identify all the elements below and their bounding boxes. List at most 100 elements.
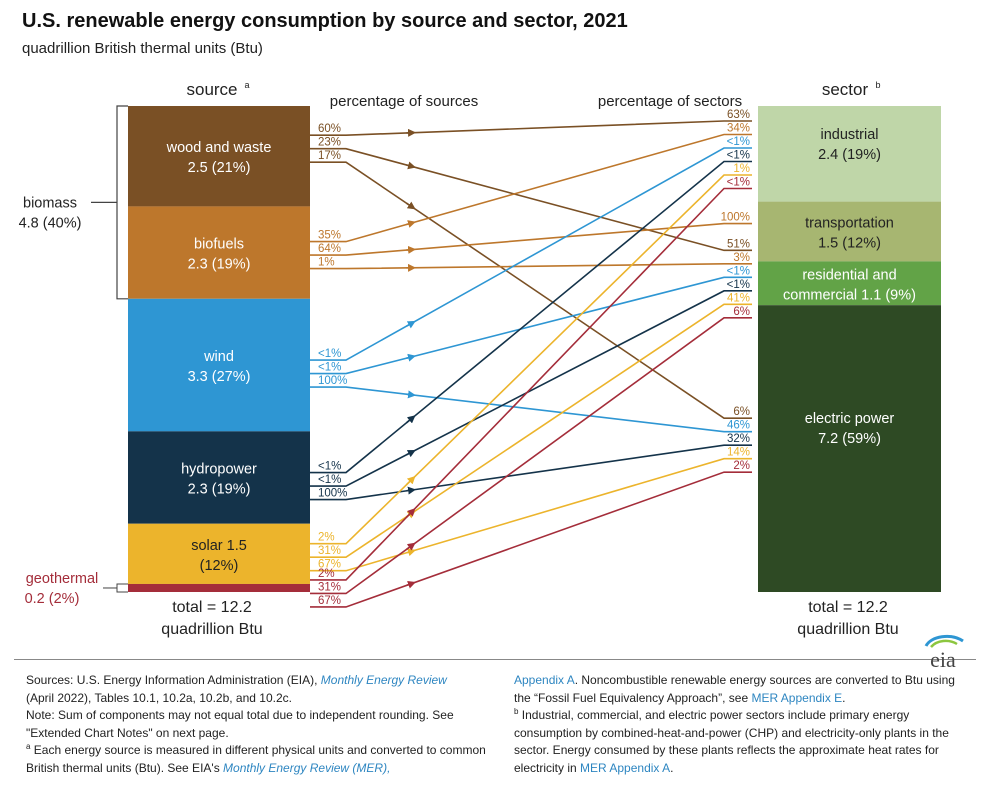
mer-appendix-a-link[interactable]: MER Appendix A — [580, 760, 671, 775]
source-label-solar: solar 1.5 — [191, 538, 247, 554]
notes-column-left: Sources: U.S. Energy Information Adminis… — [26, 672, 500, 777]
source-pct-wind-to-industrial: <1% — [318, 348, 341, 360]
sector-pct-solar-to-industrial: 1% — [733, 163, 750, 175]
sector-pct-geothermal-to-electric: 2% — [733, 460, 750, 472]
page-title: U.S. renewable energy consumption by sou… — [22, 10, 628, 32]
biomass-label: biomass — [23, 195, 77, 211]
sector-pct-solar-to-residential: 41% — [727, 292, 750, 304]
appendix-e-link[interactable]: MER Appendix E — [751, 690, 843, 705]
sector-pct-geothermal-to-industrial: <1% — [727, 177, 750, 189]
flow-geothermal-to-electric — [310, 471, 752, 608]
sector-pct-wind-to-electric: 46% — [727, 420, 750, 432]
flow-arrow-geothermal-to-residential — [406, 542, 416, 551]
eia-logo: eia — [924, 634, 964, 670]
source-value-wind: 3.3 (27%) — [188, 369, 251, 385]
flow-arrow-wood-to-residential — [406, 161, 416, 170]
source-total-line1: total = 12.2 — [172, 599, 252, 616]
source-pct-geothermal-to-industrial: 2% — [318, 568, 335, 580]
sector-pct-hydro-to-residential: <1% — [727, 279, 750, 291]
flow-arrow-hydro-to-industrial — [405, 415, 416, 424]
sector-bar-electric — [758, 305, 941, 592]
source-label-hydro: hydropower — [181, 462, 257, 478]
sector-value-transportation: 1.5 (12%) — [818, 235, 881, 251]
footnote-b: b Industrial, commercial, and electric p… — [514, 707, 949, 775]
appendix-a-link[interactable]: Appendix A — [514, 673, 575, 687]
flow-hydro-to-industrial — [310, 160, 752, 474]
source-bar-hydro — [128, 431, 310, 524]
geothermal-value: 0.2 (2%) — [25, 591, 80, 607]
flow-solar-to-electric — [310, 457, 752, 572]
sources-note: Sources: U.S. Energy Information Adminis… — [26, 673, 447, 705]
sector-bar-industrial — [758, 106, 941, 202]
flow-arrow-biofuels-to-transportation — [406, 245, 417, 254]
biomass-value: 4.8 (40%) — [19, 215, 82, 231]
source-pct-geothermal-to-residential: 31% — [318, 581, 341, 593]
source-pct-hydro-to-electric: 100% — [318, 488, 347, 500]
flow-arrow-hydro-to-residential — [406, 449, 416, 458]
source-label-wood: wood and waste — [166, 140, 272, 156]
sector-label-electric: electric power — [805, 411, 895, 427]
sector-pct-wood-to-industrial: 63% — [727, 109, 750, 121]
sector-label-industrial: industrial — [820, 127, 878, 143]
source-pct-hydro-to-industrial: <1% — [318, 461, 341, 473]
biomass-bracket — [116, 105, 128, 300]
source-pct-wood-to-residential: 23% — [318, 137, 341, 149]
sector-value-electric: 7.2 (59%) — [818, 431, 881, 447]
flow-geothermal-to-residential — [310, 317, 752, 595]
flow-arrow-wind-to-industrial — [406, 320, 416, 329]
flow-arrow-geothermal-to-electric — [406, 580, 416, 589]
flow-hydro-to-residential — [310, 290, 752, 487]
flow-arrow-biofuels-to-industrial — [406, 220, 416, 228]
sector-pct-wind-to-industrial: <1% — [727, 136, 750, 148]
source-pct-wood-to-electric: 17% — [318, 150, 341, 162]
flow-wood-to-residential — [310, 147, 752, 252]
flow-hydro-to-electric — [310, 444, 752, 501]
source-bar-geothermal — [128, 583, 310, 592]
flow-solar-to-industrial — [310, 174, 752, 545]
source-label-biofuels: biofuels — [194, 237, 244, 253]
footer-divider — [14, 659, 976, 660]
flow-geothermal-to-industrial — [310, 187, 752, 581]
sector-value-residential: commercial 1.1 (9%) — [783, 287, 916, 303]
flow-arrow-wind-to-residential — [406, 353, 416, 362]
page-subtitle: quadrillion British thermal units (Btu) — [22, 40, 263, 57]
sector-header-sup: b — [875, 80, 880, 90]
sankey-chart: source a sector b percentage of sources perce… — [19, 80, 941, 638]
flow-wood-to-electric — [310, 161, 752, 419]
sector-pct-solar-to-electric: 14% — [727, 447, 750, 459]
sector-pct-biofuels-to-industrial: 34% — [727, 123, 750, 135]
flow-wind-to-residential — [310, 276, 752, 375]
flow-arrow-geothermal-to-industrial — [405, 508, 416, 518]
source-value-solar: (12%) — [200, 558, 239, 574]
source-pct-geothermal-to-electric: 67% — [318, 595, 341, 607]
flow-arrow-hydro-to-electric — [406, 486, 417, 495]
sector-label-transportation: transportation — [805, 215, 894, 231]
mer-appendix-link[interactable]: Monthly Energy Review (MER), — [223, 760, 391, 775]
geothermal-label: geothermal — [26, 571, 99, 587]
sector-bar-residential — [758, 261, 941, 306]
appendix-note: Appendix A. Noncombustible renewable ene… — [514, 673, 955, 705]
flow-arrow-wind-to-electric — [406, 390, 417, 399]
source-pct-wind-to-electric: 100% — [318, 375, 347, 387]
source-value-hydro: 2.3 (19%) — [188, 482, 251, 498]
sector-pct-biofuels-to-transportation: 100% — [721, 212, 750, 224]
flow-arrow-wood-to-electric — [406, 201, 416, 210]
source-pct-wood-to-industrial: 60% — [318, 123, 341, 135]
flow-wind-to-electric — [310, 386, 752, 433]
flow-solar-to-residential — [310, 303, 752, 559]
notes-column-right: Appendix A. Noncombustible renewable ene… — [514, 672, 966, 777]
source-header: source — [186, 80, 237, 99]
mer-link[interactable]: Monthly Energy Review — [320, 673, 447, 687]
flow-biofuels-to-industrial — [310, 133, 752, 243]
sector-header: sector — [822, 80, 869, 99]
flow-wood-to-industrial — [310, 120, 752, 137]
source-bar-wood — [128, 106, 310, 207]
source-pct-biofuels-to-transportation: 64% — [318, 243, 341, 255]
source-pct-solar-to-residential: 31% — [318, 545, 341, 557]
source-bar-biofuels — [128, 206, 310, 299]
sector-label-residential: residential and — [802, 267, 896, 283]
sector-pct-wood-to-residential: 51% — [727, 238, 750, 250]
sector-pct-hydro-to-industrial: <1% — [727, 150, 750, 162]
geothermal-bracket — [116, 583, 128, 593]
svg-text:eia: eia — [930, 647, 956, 670]
